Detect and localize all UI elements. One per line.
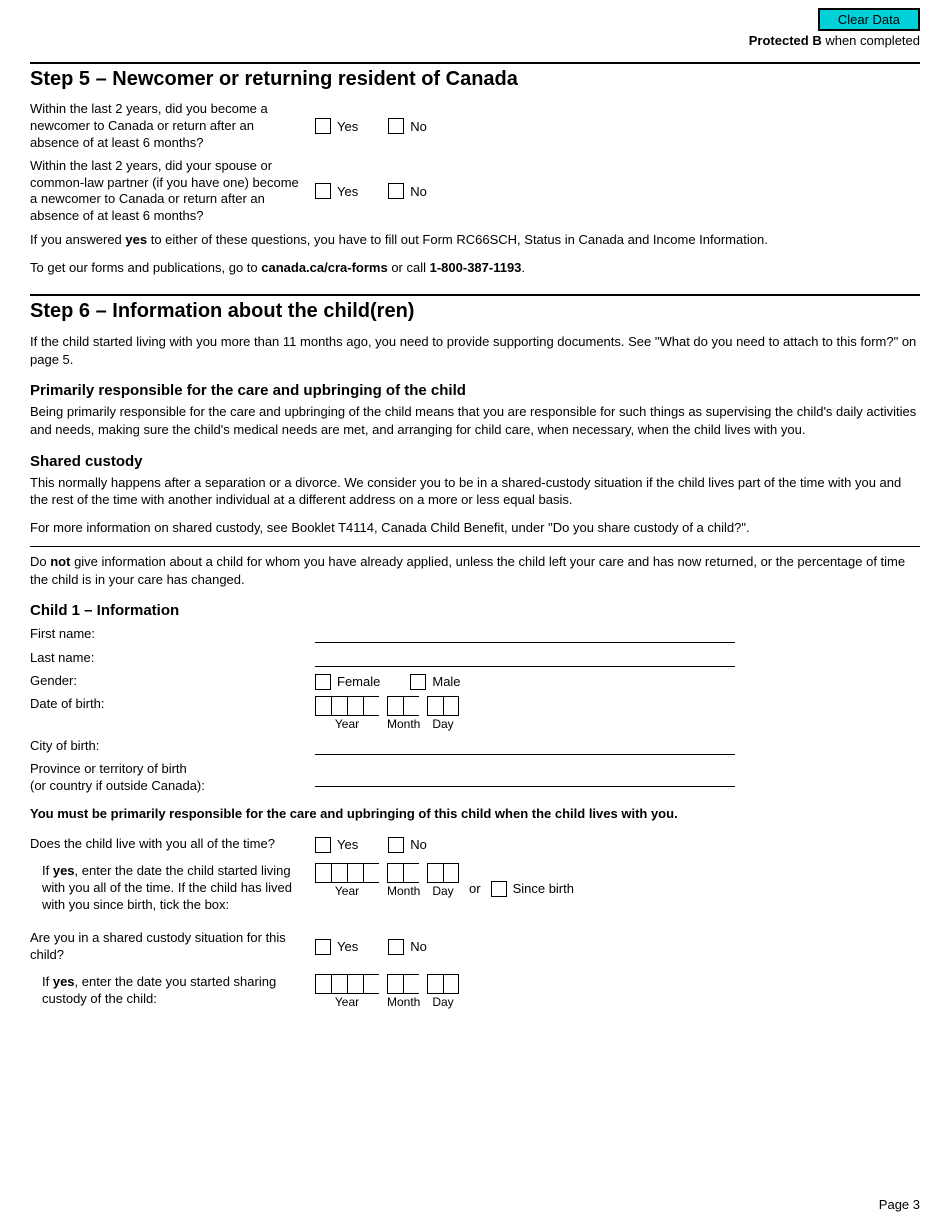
prov-birth-input[interactable]	[315, 769, 735, 787]
step6-sub2-title: Shared custody	[30, 453, 920, 470]
gender-female-checkbox[interactable]	[315, 674, 331, 690]
step5-pubs: To get our forms and publications, go to…	[30, 259, 920, 277]
live-all-time-label: Does the child live with you all of the …	[30, 836, 315, 853]
no-label: No	[410, 939, 427, 954]
step6-sub2-text2: For more information on shared custody, …	[30, 519, 920, 537]
divider	[30, 62, 920, 64]
step6-warning: Do not give information about a child fo…	[30, 553, 920, 588]
gender-male-checkbox[interactable]	[410, 674, 426, 690]
step5-q1-label: Within the last 2 years, did you become …	[30, 101, 315, 152]
no-label: No	[410, 184, 427, 199]
yes-label: Yes	[337, 939, 358, 954]
since-birth-checkbox[interactable]	[491, 881, 507, 897]
step5-q2-yes-checkbox[interactable]	[315, 183, 331, 199]
yes-label: Yes	[337, 119, 358, 134]
city-birth-label: City of birth:	[30, 738, 315, 755]
live-no-checkbox[interactable]	[388, 837, 404, 853]
shared-no-checkbox[interactable]	[388, 939, 404, 955]
since-birth-label: Since birth	[513, 881, 574, 896]
step5-title: Step 5 – Newcomer or returning resident …	[30, 68, 920, 91]
step5-q2-no-checkbox[interactable]	[388, 183, 404, 199]
step5-q1-no-checkbox[interactable]	[388, 118, 404, 134]
gender-label: Gender:	[30, 673, 315, 690]
live-date-input[interactable]: Year Month Day	[315, 863, 459, 898]
no-label: No	[410, 837, 427, 852]
step6-sub1-text: Being primarily responsible for the care…	[30, 403, 920, 438]
last-name-input[interactable]	[315, 649, 735, 667]
step5-q1-yes-checkbox[interactable]	[315, 118, 331, 134]
live-yes-checkbox[interactable]	[315, 837, 331, 853]
shared-yes-checkbox[interactable]	[315, 939, 331, 955]
first-name-input[interactable]	[315, 625, 735, 643]
city-birth-input[interactable]	[315, 737, 735, 755]
dob-label: Date of birth:	[30, 696, 315, 713]
or-label: or	[469, 881, 481, 896]
dob-input[interactable]: Year Month Day	[315, 696, 459, 731]
shared-custody-label: Are you in a shared custody situation fo…	[30, 930, 315, 964]
child1-title: Child 1 – Information	[30, 602, 920, 619]
male-label: Male	[432, 674, 460, 689]
if-yes-shared-label: If yes, enter the date you started shari…	[42, 974, 315, 1008]
yes-label: Yes	[337, 184, 358, 199]
if-yes-live-label: If yes, enter the date the child started…	[42, 863, 315, 914]
divider	[30, 546, 920, 547]
step6-sub2-text1: This normally happens after a separation…	[30, 474, 920, 509]
page-number: Page 3	[879, 1197, 920, 1212]
prov-birth-label: Province or territory of birth(or countr…	[30, 761, 315, 795]
step5-q2-label: Within the last 2 years, did your spouse…	[30, 158, 315, 226]
first-name-label: First name:	[30, 626, 315, 643]
last-name-label: Last name:	[30, 650, 315, 667]
yes-label: Yes	[337, 837, 358, 852]
female-label: Female	[337, 674, 380, 689]
step6-sub1-title: Primarily responsible for the care and u…	[30, 382, 920, 399]
step6-intro: If the child started living with you mor…	[30, 333, 920, 368]
step6-title: Step 6 – Information about the child(ren…	[30, 300, 920, 323]
clear-data-button[interactable]: Clear Data	[818, 8, 920, 31]
must-responsible: You must be primarily responsible for th…	[30, 805, 920, 823]
divider	[30, 294, 920, 296]
shared-date-input[interactable]: Year Month Day	[315, 974, 459, 1009]
protected-label: Protected B when completed	[30, 33, 920, 48]
step5-note: If you answered yes to either of these q…	[30, 231, 920, 249]
no-label: No	[410, 119, 427, 134]
